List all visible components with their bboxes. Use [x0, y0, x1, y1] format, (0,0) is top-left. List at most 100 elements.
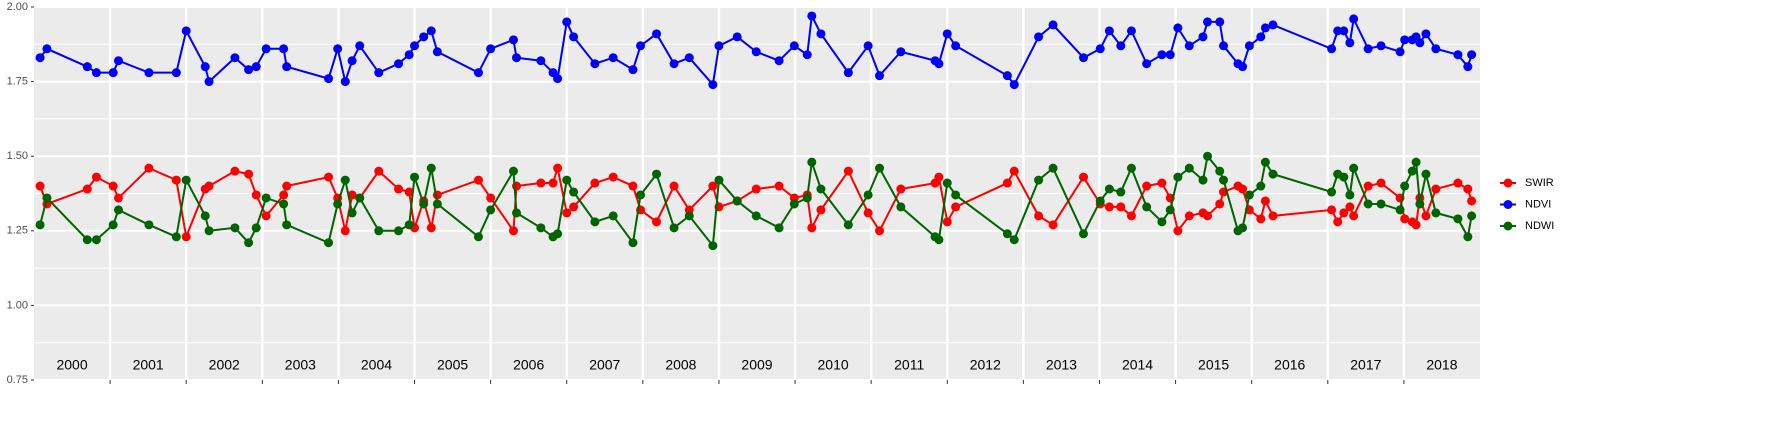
- point: [1002, 229, 1012, 239]
- point: [608, 211, 618, 221]
- y-tick-label: 1.25: [7, 225, 28, 237]
- point: [473, 232, 483, 242]
- point: [1203, 17, 1213, 27]
- point: [569, 32, 579, 42]
- x-tick-label: 2013: [1046, 357, 1077, 373]
- point: [144, 163, 154, 173]
- point: [669, 181, 679, 191]
- point: [1467, 211, 1477, 221]
- point: [1333, 217, 1343, 227]
- point: [1238, 184, 1248, 194]
- point: [1327, 205, 1337, 215]
- point: [394, 184, 404, 194]
- point: [669, 223, 679, 233]
- point: [244, 65, 254, 75]
- point: [181, 232, 191, 242]
- y-tick-label: 1.00: [7, 299, 28, 311]
- point: [374, 226, 384, 236]
- point: [608, 53, 618, 63]
- point: [279, 199, 289, 209]
- point: [942, 217, 952, 227]
- point: [1142, 59, 1152, 69]
- point: [628, 181, 638, 191]
- point: [1215, 166, 1225, 176]
- point: [562, 17, 572, 27]
- point: [1184, 41, 1194, 51]
- point: [789, 41, 799, 51]
- point: [1034, 211, 1044, 221]
- point: [1400, 35, 1410, 45]
- point: [473, 175, 483, 185]
- point: [204, 226, 214, 236]
- point: [1395, 205, 1405, 215]
- point: [1219, 41, 1229, 51]
- point: [404, 220, 414, 230]
- point: [934, 172, 944, 182]
- point: [1203, 151, 1213, 161]
- point: [251, 190, 261, 200]
- point: [714, 175, 724, 185]
- point: [1002, 71, 1012, 81]
- point: [863, 190, 873, 200]
- point: [714, 41, 724, 51]
- legend-label: NDWI: [1525, 220, 1554, 232]
- x-tick-label: 2005: [437, 357, 468, 373]
- point: [1467, 50, 1477, 60]
- point: [774, 56, 784, 66]
- x-tick-label: 2000: [56, 357, 87, 373]
- point: [875, 226, 885, 236]
- x-tick-label: 2003: [285, 357, 316, 373]
- point: [1453, 50, 1463, 60]
- point: [1327, 44, 1337, 54]
- point: [426, 163, 436, 173]
- point: [108, 181, 118, 191]
- point: [774, 181, 784, 191]
- point: [1034, 175, 1044, 185]
- point: [1048, 163, 1058, 173]
- x-tick-label: 2007: [589, 357, 620, 373]
- point: [1431, 44, 1441, 54]
- point: [1198, 175, 1208, 185]
- point: [536, 56, 546, 66]
- x-tick-label: 2006: [513, 357, 544, 373]
- x-tick-label: 2012: [970, 357, 1001, 373]
- point: [113, 56, 123, 66]
- point: [1116, 187, 1126, 197]
- point: [1260, 196, 1270, 206]
- point: [1009, 235, 1019, 245]
- point: [1431, 208, 1441, 218]
- point: [1363, 199, 1373, 209]
- point: [1453, 214, 1463, 224]
- point: [244, 238, 254, 248]
- point: [896, 184, 906, 194]
- point: [1104, 184, 1114, 194]
- legend-label: NDVI: [1525, 198, 1551, 210]
- point: [1349, 14, 1359, 24]
- point: [628, 65, 638, 75]
- point: [951, 190, 961, 200]
- point: [1219, 175, 1229, 185]
- point: [1421, 169, 1431, 179]
- point: [340, 226, 350, 236]
- point: [419, 32, 429, 42]
- point: [1260, 157, 1270, 167]
- point: [1363, 44, 1373, 54]
- point: [1256, 214, 1266, 224]
- point: [934, 235, 944, 245]
- point: [708, 181, 718, 191]
- point: [608, 172, 618, 182]
- point: [802, 193, 812, 203]
- point: [1463, 62, 1473, 72]
- point: [419, 199, 429, 209]
- point: [1157, 217, 1167, 227]
- point: [875, 71, 885, 81]
- point: [1400, 181, 1410, 191]
- x-tick-label: 2015: [1198, 357, 1229, 373]
- point: [590, 59, 600, 69]
- point: [1345, 202, 1355, 212]
- point: [1376, 41, 1386, 51]
- point: [1184, 211, 1194, 221]
- point: [35, 53, 45, 63]
- point: [82, 235, 92, 245]
